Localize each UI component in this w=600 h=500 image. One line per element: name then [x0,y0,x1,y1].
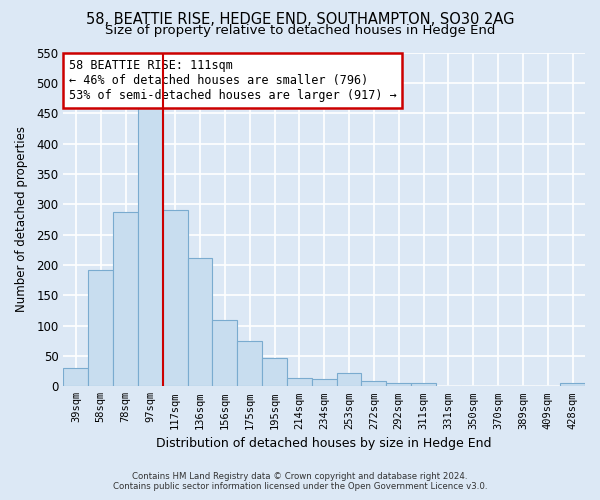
X-axis label: Distribution of detached houses by size in Hedge End: Distribution of detached houses by size … [157,437,492,450]
Text: Size of property relative to detached houses in Hedge End: Size of property relative to detached ho… [105,24,495,37]
Bar [411,384,436,386]
Bar [212,320,237,386]
Bar [188,258,212,386]
Text: 58, BEATTIE RISE, HEDGE END, SOUTHAMPTON, SO30 2AG: 58, BEATTIE RISE, HEDGE END, SOUTHAMPTON… [86,12,514,28]
Bar [312,379,337,386]
Text: 58 BEATTIE RISE: 111sqm
← 46% of detached houses are smaller (796)
53% of semi-d: 58 BEATTIE RISE: 111sqm ← 46% of detache… [68,59,397,102]
Bar [262,358,287,386]
Bar [361,382,386,386]
Bar [64,368,88,386]
Bar [113,212,138,386]
Y-axis label: Number of detached properties: Number of detached properties [15,126,28,312]
Bar [138,107,163,386]
Bar [163,210,188,386]
Bar [88,270,113,386]
Bar [386,384,411,386]
Bar [237,342,262,386]
Bar [560,384,585,386]
Bar [337,373,361,386]
Text: Contains HM Land Registry data © Crown copyright and database right 2024.
Contai: Contains HM Land Registry data © Crown c… [113,472,487,491]
Bar [287,378,312,386]
